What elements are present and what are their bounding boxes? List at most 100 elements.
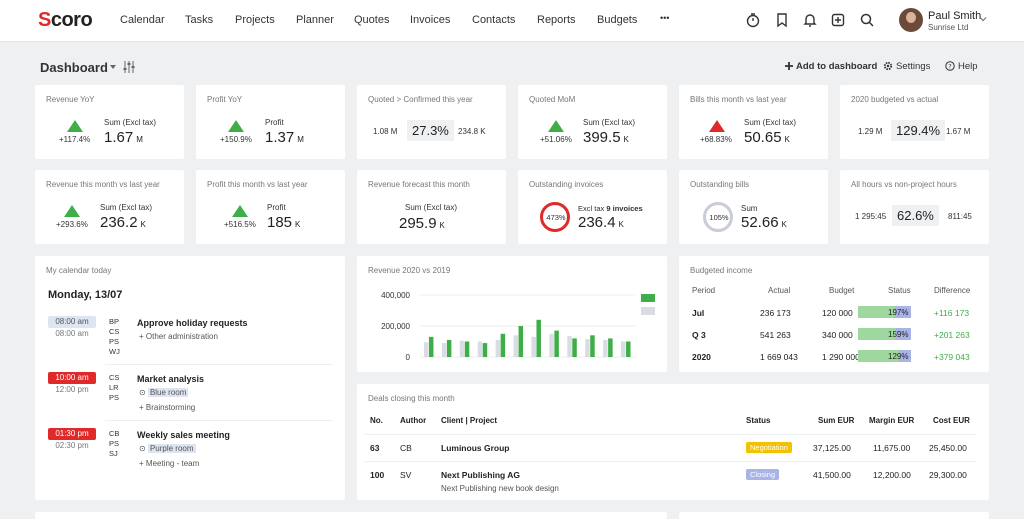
kpi-revenue-month[interactable]: Revenue this month vs last year +293.6% … bbox=[35, 170, 184, 244]
kpi-change: +117.4% bbox=[59, 135, 91, 144]
chart-bar[interactable] bbox=[536, 319, 541, 357]
deal-margin: 12,200.00 bbox=[873, 470, 911, 480]
chart-bar[interactable] bbox=[464, 341, 470, 358]
chart-bar[interactable] bbox=[482, 343, 488, 357]
chevron-down-icon[interactable] bbox=[979, 15, 987, 23]
deals-widget: Deals closing this month bbox=[357, 384, 989, 500]
kpi-outstanding-bills[interactable]: Outstanding bills 105% Sum 52.66 K bbox=[679, 170, 828, 244]
kpi-revenue-forecast[interactable]: Revenue forecast this month Sum (Excl ta… bbox=[357, 170, 506, 244]
timer-icon[interactable] bbox=[745, 12, 761, 28]
chart-bar[interactable] bbox=[477, 341, 483, 358]
user-name[interactable]: Paul Smith bbox=[928, 10, 982, 22]
kpi-label: Profit bbox=[267, 203, 286, 212]
budget-difference: +201 263 bbox=[934, 330, 970, 340]
nav-tasks[interactable]: Tasks bbox=[185, 14, 214, 26]
budget-status: 159% bbox=[888, 330, 909, 339]
chart-bar[interactable] bbox=[495, 339, 501, 357]
chart-bar[interactable] bbox=[518, 326, 524, 357]
kpi-label: Sum (Excl tax) bbox=[744, 118, 797, 127]
chart-bar[interactable] bbox=[603, 339, 608, 357]
deal-cost: 25,450.00 bbox=[929, 443, 967, 453]
nav-budgets[interactable]: Budgets bbox=[597, 14, 638, 26]
add-icon[interactable] bbox=[830, 12, 846, 28]
kpi-outstanding-invoices[interactable]: Outstanding invoices 473% Excl tax 9 inv… bbox=[518, 170, 667, 244]
event-room: ⊙ Blue room bbox=[139, 388, 189, 397]
deal-client[interactable]: Luminous Group bbox=[441, 443, 510, 453]
budget-actual: 1 669 043 bbox=[760, 352, 798, 362]
avatar[interactable] bbox=[899, 8, 923, 32]
kpi-title: Outstanding bills bbox=[690, 180, 750, 189]
kpi-title: Profit YoY bbox=[207, 95, 243, 104]
help-button[interactable]: Help bbox=[958, 61, 978, 72]
chart-bar[interactable] bbox=[590, 335, 595, 357]
revenue-bar-chart: 400,000 200,000 0 bbox=[381, 291, 655, 362]
status-bar-overflow bbox=[898, 350, 911, 362]
chart-bar[interactable] bbox=[459, 340, 465, 357]
kpi-value: 399.5 K bbox=[583, 129, 629, 146]
add-to-dashboard-button[interactable]: Add to dashboard bbox=[796, 61, 878, 72]
legend-swatch[interactable] bbox=[641, 307, 655, 315]
deal-margin: 11,675.00 bbox=[873, 443, 911, 453]
search-icon[interactable] bbox=[859, 12, 875, 28]
kpi-title: Quoted MoM bbox=[529, 95, 576, 104]
settings-button[interactable]: Settings bbox=[896, 61, 931, 72]
bookmark-icon[interactable] bbox=[774, 12, 790, 28]
dashboard-caret-icon[interactable] bbox=[109, 63, 117, 71]
nav-planner[interactable]: Planner bbox=[296, 14, 334, 26]
chart-bar[interactable] bbox=[567, 336, 572, 357]
kpi-profit-month[interactable]: Profit this month vs last year +516.5% P… bbox=[196, 170, 345, 244]
kpi-hours[interactable]: All hours vs non-project hours 1 295:45 … bbox=[840, 170, 989, 244]
nav-more-button[interactable]: ••• bbox=[660, 13, 670, 23]
chart-bar[interactable] bbox=[549, 333, 554, 357]
kpi-revenue-yoy[interactable]: Revenue YoY +117.4% Sum (Excl tax) 1.67 M bbox=[35, 85, 184, 159]
chart-bar[interactable] bbox=[446, 339, 452, 357]
deals-title: Deals closing this month bbox=[368, 394, 455, 403]
kpi-value: 1.37 M bbox=[265, 129, 304, 146]
event-title[interactable]: Market analysis bbox=[137, 374, 205, 384]
kpi-quoted-confirmed[interactable]: Quoted > Confirmed this year 1.08 M 27.3… bbox=[357, 85, 506, 159]
deal-sum: 37,125.00 bbox=[813, 443, 851, 453]
chart-bar[interactable] bbox=[572, 338, 577, 357]
kpi-change: +150.9% bbox=[220, 135, 252, 144]
column-header: Actual bbox=[768, 286, 791, 295]
chart-bar[interactable] bbox=[513, 335, 519, 357]
bell-icon[interactable] bbox=[802, 12, 818, 28]
budget-actual: 541 263 bbox=[760, 330, 791, 340]
kpi-right-value: 1.67 M bbox=[946, 127, 971, 136]
budget-actual: 236 173 bbox=[760, 308, 791, 318]
chart-bar[interactable] bbox=[608, 338, 613, 357]
chart-bar[interactable] bbox=[621, 341, 626, 358]
event-title[interactable]: Approve holiday requests bbox=[137, 318, 248, 328]
chart-bar[interactable] bbox=[423, 342, 429, 357]
nav-contacts[interactable]: Contacts bbox=[472, 14, 516, 26]
chart-bar[interactable] bbox=[585, 339, 590, 357]
nav-projects[interactable]: Projects bbox=[235, 14, 275, 26]
nav-calendar[interactable]: Calendar bbox=[120, 14, 165, 26]
column-header: Sum EUR bbox=[818, 416, 855, 425]
chart-bar[interactable] bbox=[531, 336, 536, 357]
kpi-profit-yoy[interactable]: Profit YoY +150.9% Profit 1.37 M bbox=[196, 85, 345, 159]
budget-status: 129% bbox=[888, 352, 909, 361]
scoro-logo[interactable]: Scoro bbox=[38, 9, 93, 31]
page-title[interactable]: Dashboard bbox=[40, 60, 108, 75]
chart-bar[interactable] bbox=[500, 333, 506, 357]
chart-bar[interactable] bbox=[441, 343, 447, 357]
kpi-bills[interactable]: Bills this month vs last year +68.83% Su… bbox=[679, 85, 828, 159]
bills-ring bbox=[703, 202, 733, 232]
nav-quotes[interactable]: Quotes bbox=[354, 14, 390, 26]
top-nav: Scoro Calendar Tasks Projects Planner Qu… bbox=[0, 0, 1024, 42]
kpi-title: Bills this month vs last year bbox=[690, 95, 787, 104]
filter-sliders-icon[interactable] bbox=[122, 60, 136, 74]
deal-client[interactable]: Next Publishing AG bbox=[441, 470, 521, 480]
event-attendees: CB PS SJ bbox=[109, 429, 120, 458]
kpi-budgeted-actual[interactable]: 2020 budgeted vs actual 1.29 M 129.4% 1.… bbox=[840, 85, 989, 159]
chart-bar[interactable] bbox=[554, 330, 559, 357]
nav-reports[interactable]: Reports bbox=[537, 14, 576, 26]
event-title[interactable]: Weekly sales meeting bbox=[137, 430, 230, 440]
chart-bar[interactable] bbox=[428, 336, 434, 357]
chart-bar[interactable] bbox=[626, 341, 631, 358]
kpi-value: 62.6% bbox=[892, 205, 939, 226]
nav-invoices[interactable]: Invoices bbox=[410, 14, 451, 26]
legend-swatch[interactable] bbox=[641, 294, 655, 302]
kpi-quoted-mom[interactable]: Quoted MoM +51.06% Sum (Excl tax) 399.5 K bbox=[518, 85, 667, 159]
